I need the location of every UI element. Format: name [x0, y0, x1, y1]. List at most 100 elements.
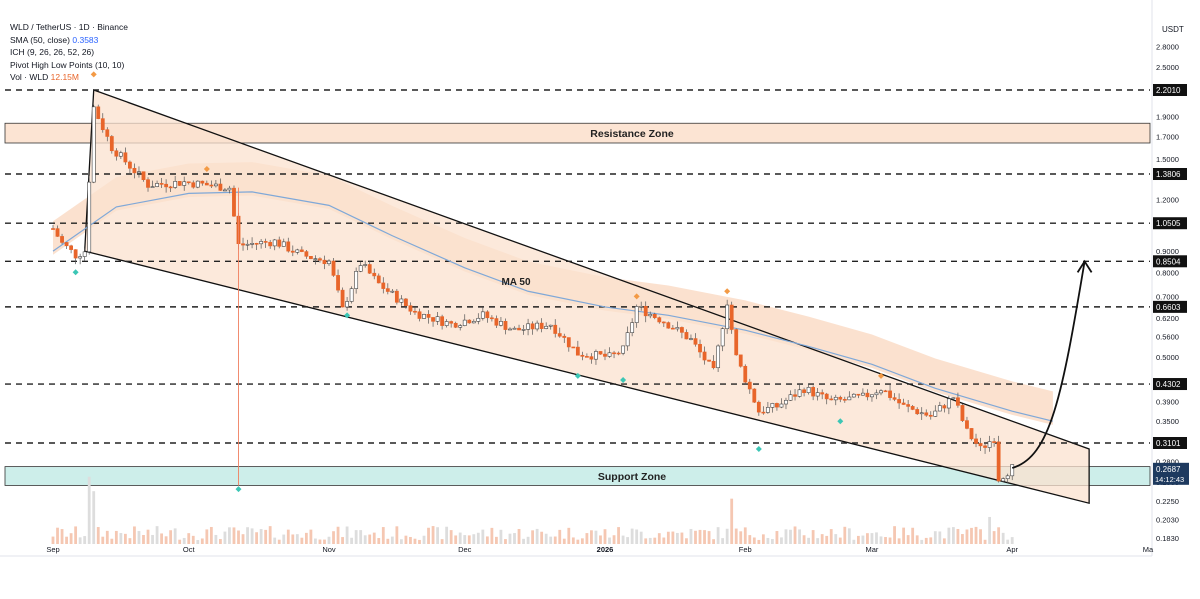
volume-bar: [191, 535, 195, 544]
price-tick-label: 0.1830: [1156, 534, 1179, 543]
candle-body: [263, 241, 268, 243]
candle-body: [756, 401, 761, 413]
ma50-label: MA 50: [501, 277, 531, 288]
volume-bar: [648, 537, 652, 544]
candle-body: [797, 389, 802, 397]
candle-body: [548, 324, 553, 327]
volume-bar: [784, 529, 788, 544]
volume-bar: [485, 536, 489, 544]
volume-bar: [807, 537, 811, 544]
volume-bar: [866, 533, 869, 544]
candle-body: [209, 184, 214, 187]
volume-bars: [51, 476, 1014, 544]
volume-bar: [463, 535, 467, 544]
volume-bar: [78, 537, 82, 544]
volume-bar: [820, 534, 824, 544]
candle-body: [883, 390, 888, 393]
candle-body: [55, 228, 60, 237]
candle-body: [851, 393, 856, 398]
volume-bar: [495, 536, 498, 544]
volume-bar: [771, 539, 774, 544]
volume-bar: [689, 528, 693, 544]
candle-body: [1005, 475, 1010, 480]
current-price-tag: [1153, 462, 1189, 485]
candle-body: [589, 356, 594, 360]
volume-bar: [852, 539, 856, 544]
volume-bar: [160, 533, 163, 544]
volume-bar: [730, 498, 734, 544]
volume-bar: [861, 535, 865, 544]
volume-bar: [942, 538, 946, 544]
volume-bar: [766, 537, 770, 544]
volume-bar: [409, 536, 412, 544]
candle-body: [168, 186, 173, 189]
candle-body: [657, 317, 662, 323]
candle-body: [449, 321, 454, 324]
pivot-indicator[interactable]: Pivot High Low Points (10, 10): [10, 59, 125, 70]
candle-body: [78, 256, 83, 259]
volume-bar: [490, 527, 494, 544]
volume-bar: [707, 531, 711, 544]
candle-body: [933, 410, 938, 417]
candle-body: [928, 414, 933, 417]
candle-body: [666, 322, 671, 329]
sma-indicator[interactable]: SMA (50, close) 0.3583: [10, 34, 128, 47]
volume-bar: [626, 537, 630, 544]
volume-bar: [870, 533, 874, 544]
volume-bar: [137, 531, 141, 544]
candle-body: [195, 180, 200, 188]
time-tick-label: Apr: [1006, 545, 1018, 554]
chart-legend: WLD / TetherUS · 1D · Binance SMA (50, c…: [10, 21, 128, 84]
volume-bar: [295, 534, 299, 544]
volume-bar: [662, 537, 666, 544]
candle-body: [118, 152, 123, 157]
candle-body: [910, 406, 915, 410]
candle-body: [725, 304, 730, 330]
volume-bar: [965, 529, 969, 544]
candle-body: [313, 258, 318, 260]
candle-body: [571, 346, 576, 349]
volume-bar: [69, 533, 73, 544]
volume-bar: [390, 536, 394, 544]
candle-body: [489, 317, 494, 320]
candle-body: [137, 171, 141, 174]
symbol-title[interactable]: WLD / TetherUS · 1D · Binance: [10, 22, 128, 32]
volume-indicator[interactable]: Vol · WLD 12.15M: [10, 71, 128, 84]
volume-bar: [341, 537, 344, 544]
candle-body: [413, 310, 417, 313]
candle-body: [630, 322, 635, 333]
volume-bar: [182, 537, 186, 544]
candle-body: [652, 314, 657, 318]
candle-body: [471, 321, 476, 324]
volume-bar: [386, 538, 390, 544]
volume-bar: [617, 527, 620, 544]
candle-body: [707, 359, 711, 362]
volume-bar: [621, 535, 625, 544]
ichimoku-indicator[interactable]: ICH (9, 26, 26, 52, 26): [10, 47, 95, 58]
volume-bar: [875, 532, 878, 544]
candle-body: [761, 411, 766, 414]
candle-body: [227, 187, 232, 191]
candle-body: [354, 271, 359, 289]
candle-body: [951, 397, 956, 400]
time-tick-label: 2026: [597, 545, 614, 554]
key-level-tag: [1153, 217, 1187, 230]
price-tick-label: 0.7000: [1156, 292, 1179, 301]
key-level-tag: [1153, 168, 1187, 181]
candle-body: [390, 290, 395, 293]
candle-body: [603, 353, 607, 357]
candle-body: [870, 394, 874, 398]
candle-body: [946, 398, 951, 409]
candle-body: [517, 327, 521, 331]
sma-value: 0.3583: [72, 34, 99, 45]
volume-bar: [675, 532, 679, 544]
candle-body: [974, 438, 978, 444]
candle-body: [60, 236, 64, 243]
candle-body: [702, 351, 707, 361]
volume-bar: [74, 526, 78, 544]
candle-body: [363, 264, 368, 266]
volume-bar: [481, 529, 485, 544]
volume-bar: [142, 534, 145, 544]
candle-body: [173, 181, 178, 188]
